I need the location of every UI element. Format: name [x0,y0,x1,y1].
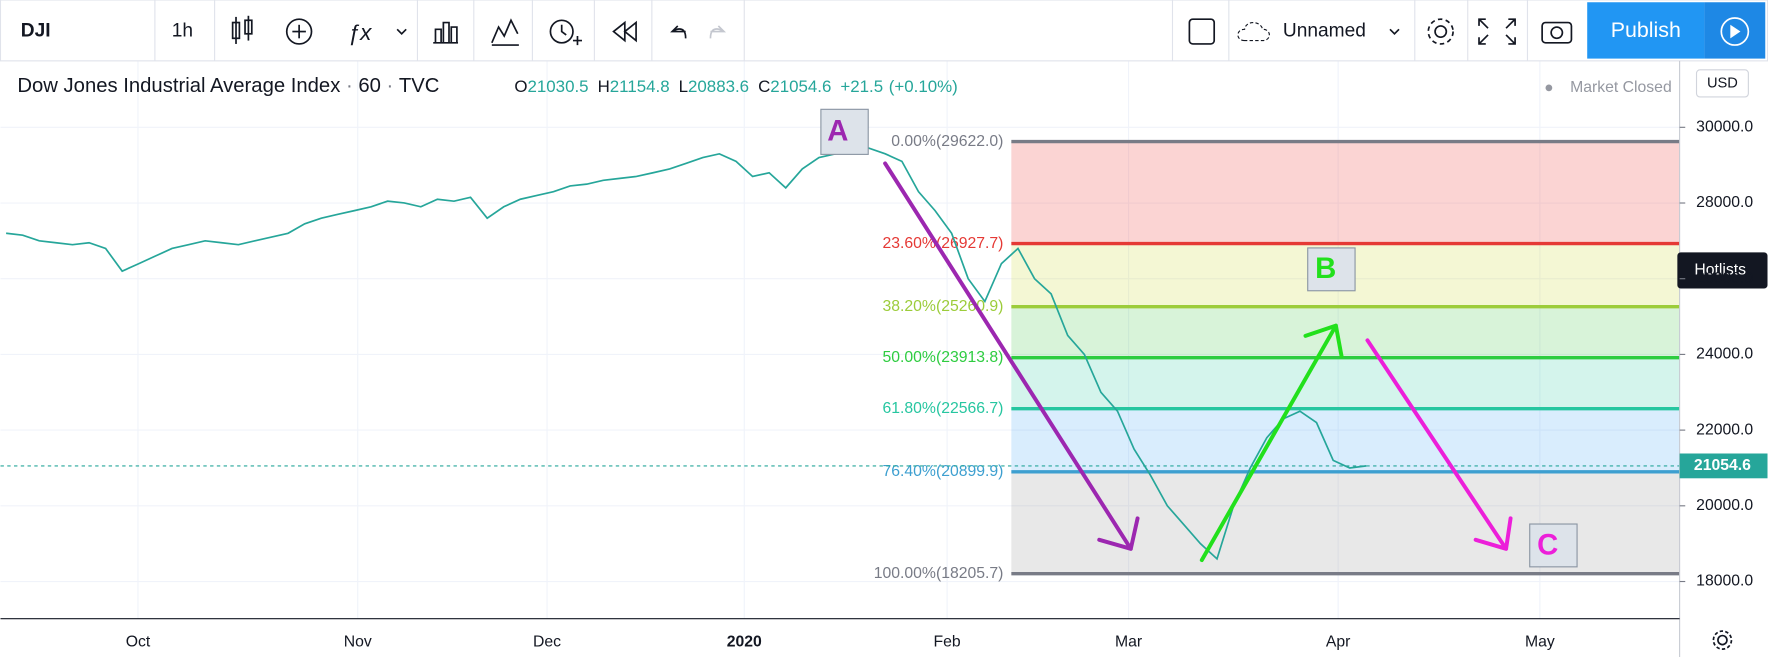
annotation-box[interactable] [1529,523,1578,568]
fib-band [1011,306,1680,358]
price-layer [0,145,1680,561]
fib-label: 0.00%(29622.0) [891,133,1003,150]
title: Dow Jones Industrial Average Index [17,75,340,97]
resolution: 60 [358,75,381,97]
y-tick-label: 24000.0 [1696,346,1753,363]
y-tick-label: 22000.0 [1696,421,1753,438]
x-tick-label: Apr [1326,634,1351,651]
layout-dropdown[interactable] [1389,28,1400,36]
fib-band [1011,408,1680,472]
compare-icon[interactable] [433,21,459,44]
select-icon[interactable] [1188,18,1216,45]
annotation-label[interactable]: C [1537,528,1558,561]
indicator-add-icon[interactable] [285,18,313,45]
fib-label: 61.80%(22566.7) [882,400,1003,417]
toolbar [0,0,1768,62]
snapshot-icon[interactable] [1541,21,1573,44]
y-tick-label: 18000.0 [1696,573,1753,590]
play-triangle [1730,24,1741,39]
annotation-box[interactable] [1307,247,1356,292]
ohlc-value: 21054.6 [770,77,831,96]
price-line [6,145,1367,561]
annotation-label[interactable]: B [1315,252,1336,285]
fib-label: 100.00%(18205.7) [874,565,1004,582]
arrows [883,161,1513,563]
exchange: TVC [399,75,440,97]
x-tick-label: Mar [1115,634,1142,651]
x-tick-label: Oct [126,634,151,651]
interval[interactable]: 1h [172,21,193,42]
fib-band [1011,471,1680,574]
candle-icon[interactable] [231,15,253,44]
replay-icon[interactable] [612,20,637,43]
fib-band [1011,141,1680,244]
hotlists-label[interactable]: Hotlists [1694,262,1746,279]
y-tick-label: 26000.0 [1696,270,1753,287]
ohlc-key: L [679,77,688,96]
ohlc-key: O [514,77,527,96]
x-tick-label: 2020 [727,634,762,651]
last-price-box [1679,453,1768,479]
publish-button[interactable] [1587,2,1705,59]
change: +21.5 [840,77,883,96]
x-tick-label: Nov [344,634,372,651]
dropdown-icon[interactable] [396,28,407,36]
play-icon[interactable] [1720,17,1750,46]
grid [0,60,1680,619]
fib-band [1011,357,1680,409]
toolbar-separators [154,0,1529,61]
axis-settings-icon[interactable] [1712,630,1733,650]
change-pct: (+0.10%) [889,77,958,96]
settings-icon[interactable] [1427,18,1454,45]
market-status: Market Closed [1570,79,1672,96]
x-tick-label: Dec [533,634,561,651]
x-tick-label: May [1525,634,1555,651]
alert-icon[interactable] [549,19,582,46]
hotlists-button[interactable] [1677,252,1768,289]
publish-label[interactable]: Publish [1611,18,1681,42]
fib-label: 50.00%(23913.8) [882,349,1003,366]
currency-box[interactable] [1695,69,1749,98]
fib-retracement: 0.00%(29622.0)23.60%(26927.7)38.20%(2526… [874,133,1680,582]
annotation-box[interactable] [820,108,869,155]
ohlc-legend: O21030.5 H21154.8 L20883.6 C21054.6 +21.5 (+0… [514,77,957,96]
layout-name[interactable]: Unnamed [1283,21,1366,42]
last-price-label: 21054.6 [1694,457,1751,474]
fib-label: 23.60%(26927.7) [882,235,1003,252]
fullscreen-icon[interactable] [1478,18,1516,45]
legend-title: Dow Jones Industrial Average Index · 60 … [17,75,439,97]
ohlc-key: C [758,77,770,96]
x-tick-label: Feb [934,634,961,651]
redo-icon[interactable] [709,25,727,39]
ohlc-value: 21030.5 [528,77,589,96]
y-tick-label: 20000.0 [1696,497,1753,514]
fx-icon[interactable]: ƒx [348,20,373,45]
ohlc-value: 20883.6 [688,77,749,96]
ohlc-key: H [598,77,610,96]
y-tick-label: 30000.0 [1696,118,1753,135]
currency[interactable]: USD [1707,75,1738,91]
undo-icon[interactable] [670,25,687,39]
symbol[interactable]: DJI [21,21,51,42]
ohlc-value: 21154.8 [610,77,670,96]
y-tick-label: 28000.0 [1696,194,1753,211]
templates-icon[interactable] [491,18,519,46]
fib-label: 76.40%(20899.9) [882,463,1003,480]
annotation-label[interactable]: A [827,115,848,148]
status-dot [1545,84,1553,92]
